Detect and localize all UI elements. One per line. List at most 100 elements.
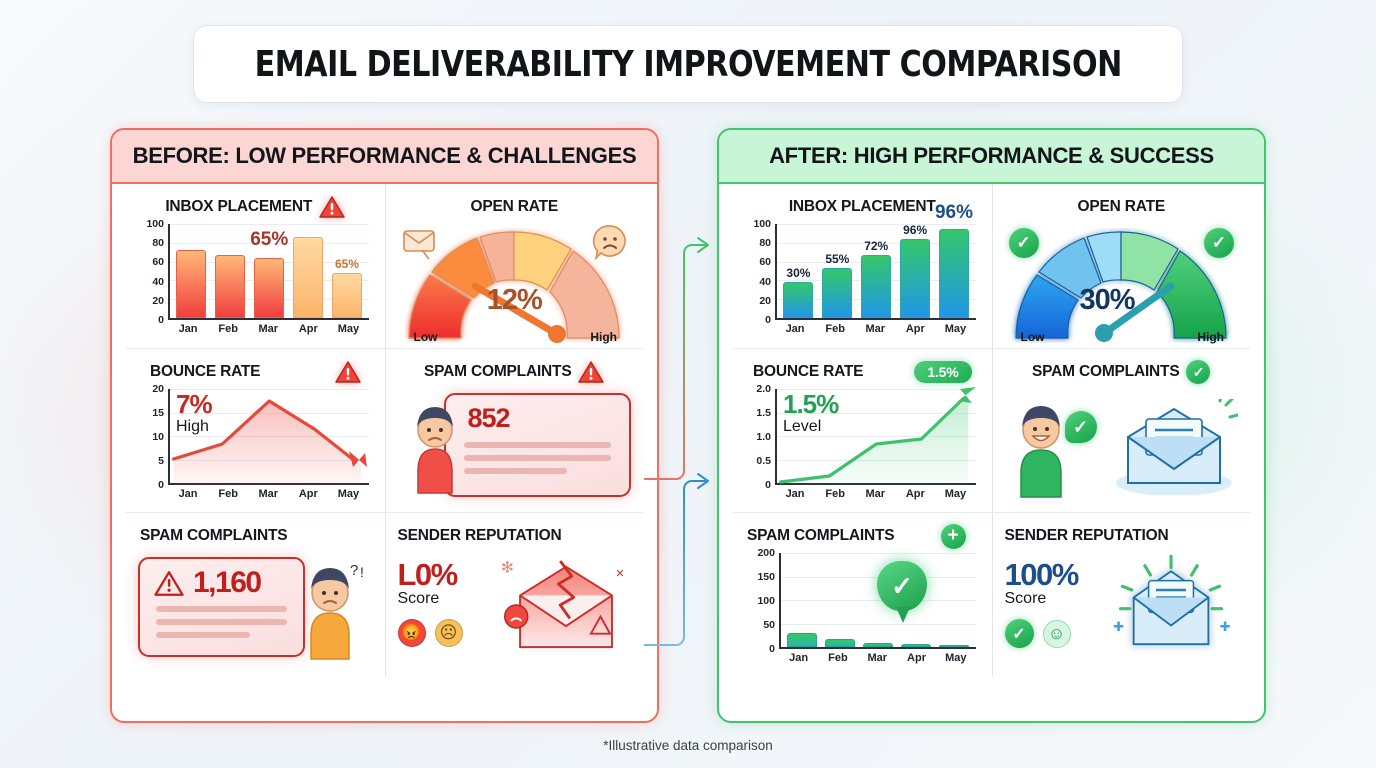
bounce-annotation: 7% High (176, 389, 213, 437)
spam-count-value: 852 (467, 403, 511, 433)
gauge-min-label: Low (413, 330, 438, 344)
after-spam-people-card: SPAM COMPLAINTS ✓ ✓ (991, 349, 1251, 512)
after-row-3: SPAM COMPLAINTS + 200 150 100 50 0 (733, 512, 1250, 676)
before-inbox-chart: 100 80 60 40 20 0 (136, 218, 375, 346)
plus-icon: + (940, 523, 966, 549)
after-reputation-visual: 100% Score ✓ ☺ (1003, 554, 1241, 667)
sad-person-icon (416, 407, 453, 494)
check-pin-icon: ✓ (877, 561, 927, 611)
open-envelope-icon (1116, 399, 1238, 495)
down-arrow-icon (348, 451, 367, 467)
after-spam-people-visual: ✓ (1003, 393, 1241, 503)
before-bounce-rate-card: BOUNCE RATE 20 15 10 5 0 (126, 349, 385, 512)
bar-label-feb: 55% (825, 252, 850, 267)
gauge-value: 12% (486, 284, 543, 316)
check-bubble-icon: ✓ (1064, 411, 1097, 443)
gauge-needle (471, 282, 567, 343)
card-title: BOUNCE RATE (150, 363, 261, 380)
plot-area: 65% 65% (168, 224, 369, 320)
bounce-badge: 1.5% (914, 361, 972, 383)
bar-series: 65% 65% (172, 224, 367, 318)
bar-apr: 96% (900, 223, 931, 318)
reputation-sub: Score (1004, 590, 1047, 607)
bar-label-jan: 30% (786, 266, 811, 281)
sad-face-icon (592, 225, 626, 261)
after-row-1: INBOX PLACEMENT 100 80 60 40 20 0 (733, 184, 1250, 348)
bar-may: 96% (935, 202, 973, 318)
card-title: SPAM COMPLAINTS (140, 527, 288, 544)
card-title: OPEN RATE (1077, 198, 1166, 215)
svg-text:✚: ✚ (1219, 619, 1230, 634)
reputation-sub: Score (397, 590, 440, 607)
bar-mar: 65% (250, 229, 288, 318)
bar-series: 30% 55% 72% 96% 96% (779, 202, 974, 318)
before-reputation-title-row: SENDER REPUTATION (396, 525, 634, 547)
after-inbox-title-row: INBOX PLACEMENT (743, 196, 982, 218)
after-reputation-card: SENDER REPUTATION 100% Score ✓ ☺ (991, 513, 1251, 676)
before-spam-bubble-visual: 1,160 ? (136, 557, 375, 665)
bounce-value: 7% (176, 389, 213, 419)
bounce-sub: Level (783, 418, 822, 435)
plot-area (775, 387, 976, 485)
x-axis-labels: Jan Feb Mar Apr May (785, 488, 967, 500)
card-title: INBOX PLACEMENT (788, 198, 936, 215)
bar-feb (215, 255, 246, 318)
after-spam-chart-title-row: SPAM COMPLAINTS + (743, 523, 982, 549)
bar-jan (176, 250, 207, 318)
svg-text:!: ! (360, 564, 364, 580)
reputation-emojis: 😡 ☹ (397, 619, 499, 647)
after-bounce-title-row: BOUNCE RATE 1.5% (743, 361, 982, 383)
spam-total-bubble: 1,160 (138, 557, 305, 657)
bar-may: 65% (332, 257, 362, 318)
before-reputation-visual: L0% Score 😡 ☹ (396, 559, 634, 667)
title-card: EMAIL DELIVERABILITY IMPROVEMENT COMPARI… (193, 25, 1183, 103)
before-spam-visual: 852 (396, 393, 634, 503)
connector-arrows (644, 237, 709, 646)
y-axis-labels: 100 80 60 40 20 0 (146, 218, 164, 326)
page-title: EMAIL DELIVERABILITY IMPROVEMENT COMPARI… (254, 43, 1122, 85)
footer-note: *Illustrative data comparison (603, 738, 773, 753)
up-arrow-icon (957, 387, 976, 403)
bar-feb: 55% (822, 252, 853, 318)
angry-face-icon: 😡 (397, 619, 426, 647)
before-spam-title-row: SPAM COMPLAINTS (396, 361, 634, 383)
after-spam-people-title-row: SPAM COMPLAINTS ✓ (1003, 360, 1241, 384)
after-open-rate-card: OPEN RATE ✓ ✓ (991, 184, 1251, 348)
before-panel: BEFORE: LOW PERFORMANCE & CHALLENGES INB… (110, 128, 659, 723)
after-inbox-placement-card: INBOX PLACEMENT 100 80 60 40 20 0 (733, 184, 992, 348)
after-bounce-rate-card: BOUNCE RATE 1.5% 2.0 1.5 1.0 0.5 0 (733, 349, 992, 512)
before-inbox-title-row: INBOX PLACEMENT (136, 196, 375, 218)
y-axis-labels: 20 15 10 5 0 (152, 383, 164, 491)
bar-label-may: 65% (334, 256, 360, 271)
card-title: SPAM COMPLAINTS (424, 363, 572, 380)
bounce-value: 1.5% (783, 389, 839, 419)
bar-jan: 30% (783, 266, 814, 318)
before-inbox-placement-card: INBOX PLACEMENT 100 80 60 40 20 0 (126, 184, 385, 348)
card-title: OPEN RATE (470, 198, 559, 215)
card-title: SPAM COMPLAINTS (747, 527, 895, 544)
card-title: SENDER REPUTATION (397, 527, 562, 544)
bar-mar: 72% (861, 239, 892, 318)
card-title: INBOX PLACEMENT (165, 198, 313, 215)
reputation-score: 100% Score ✓ ☺ (1003, 559, 1100, 667)
before-open-gauge: 12% Low High (396, 222, 634, 348)
before-row-3: SPAM COMPLAINTS 1,160 (126, 512, 643, 676)
envelope-icon (402, 230, 435, 260)
before-open-rate-card: OPEN RATE (384, 184, 644, 348)
svg-text:×: × (616, 566, 624, 582)
before-panel-heading: BEFORE: LOW PERFORMANCE & CHALLENGES (112, 130, 657, 184)
after-spam-chart-card: SPAM COMPLAINTS + 200 150 100 50 0 (733, 513, 992, 676)
reputation-value: L0% (397, 557, 459, 592)
after-spam-chart: 200 150 100 50 0 (743, 547, 982, 675)
card-title: SENDER REPUTATION (1004, 527, 1169, 544)
happy-person-icon (1019, 406, 1062, 498)
warning-icon (578, 360, 605, 384)
before-bounce-title-row: BOUNCE RATE (136, 361, 375, 383)
bar-may (939, 644, 970, 647)
warning-icon (334, 360, 361, 384)
bar-label-may: 96% (934, 201, 974, 223)
warning-icon (154, 570, 184, 596)
bounce-sub: High (176, 418, 209, 435)
svg-text:?: ? (350, 562, 358, 579)
plot-area (168, 389, 369, 485)
